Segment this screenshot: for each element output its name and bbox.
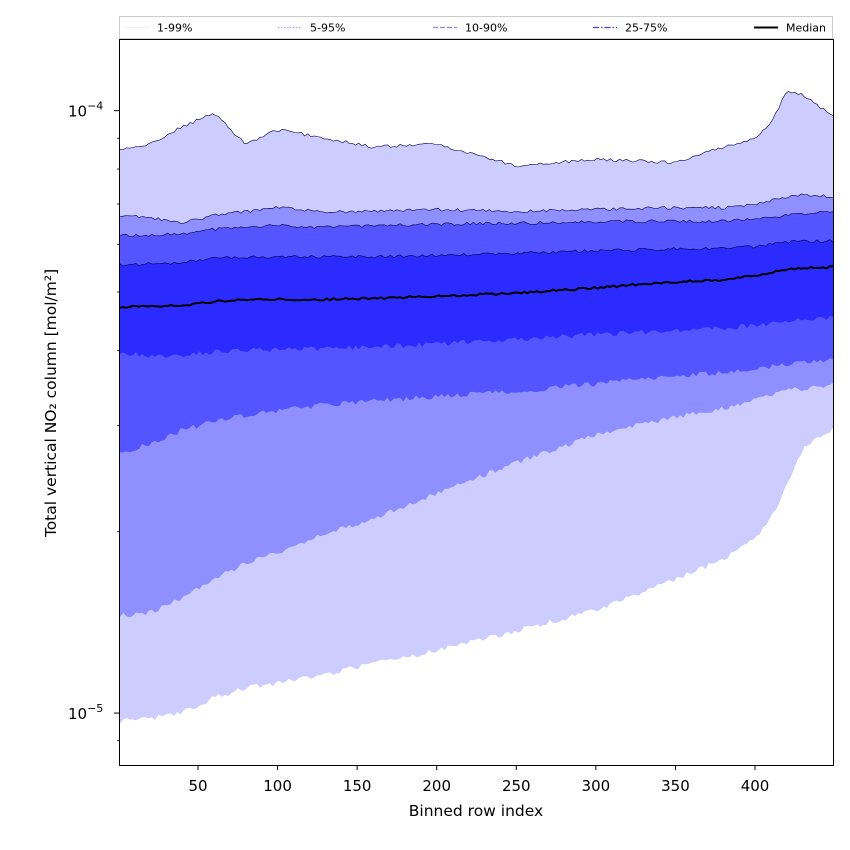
legend-label: 1-99% [157, 22, 192, 35]
plot-area [120, 91, 833, 724]
y-tick-label: 10−5 [68, 702, 103, 723]
median-line [120, 265, 833, 309]
legend-label: 5-95% [310, 22, 345, 35]
legend-label: 10-90% [465, 22, 507, 35]
band-1-99-upper-edge [120, 91, 833, 168]
legend-box [119, 16, 833, 39]
legend-label: 25-75% [625, 22, 667, 35]
band-5-95-upper-edge [120, 193, 833, 224]
x-tick-label: 300 [582, 777, 611, 795]
x-tick-label: 50 [188, 777, 207, 795]
y-tick-exponent: −5 [87, 702, 103, 715]
y-tick-exponent: −4 [87, 100, 103, 113]
y-axis-title: Total vertical NO₂ column [mol/m²] [42, 269, 60, 538]
band-25-75-area [120, 239, 833, 358]
x-tick-label: 200 [422, 777, 451, 795]
x-axis: 50 100 150 200 250 300 350 400 [188, 765, 769, 795]
band-10-90-upper-edge [120, 210, 833, 238]
band-25-75-upper-edge [120, 239, 833, 267]
x-tick-label: 150 [343, 777, 372, 795]
x-axis-title: Binned row index [409, 802, 543, 820]
x-tick-label: 250 [502, 777, 531, 795]
legend: 1-99% 5-95% 10-90% 25-75% Median [119, 16, 833, 39]
axes-frame [119, 39, 834, 766]
x-tick-label: 350 [661, 777, 690, 795]
legend-label: Median [786, 22, 826, 35]
x-tick-label: 100 [263, 777, 292, 795]
y-axis: 10−5 10−4 [68, 100, 120, 742]
x-tick-label: 400 [741, 777, 770, 795]
y-tick-label: 10−4 [68, 100, 103, 121]
